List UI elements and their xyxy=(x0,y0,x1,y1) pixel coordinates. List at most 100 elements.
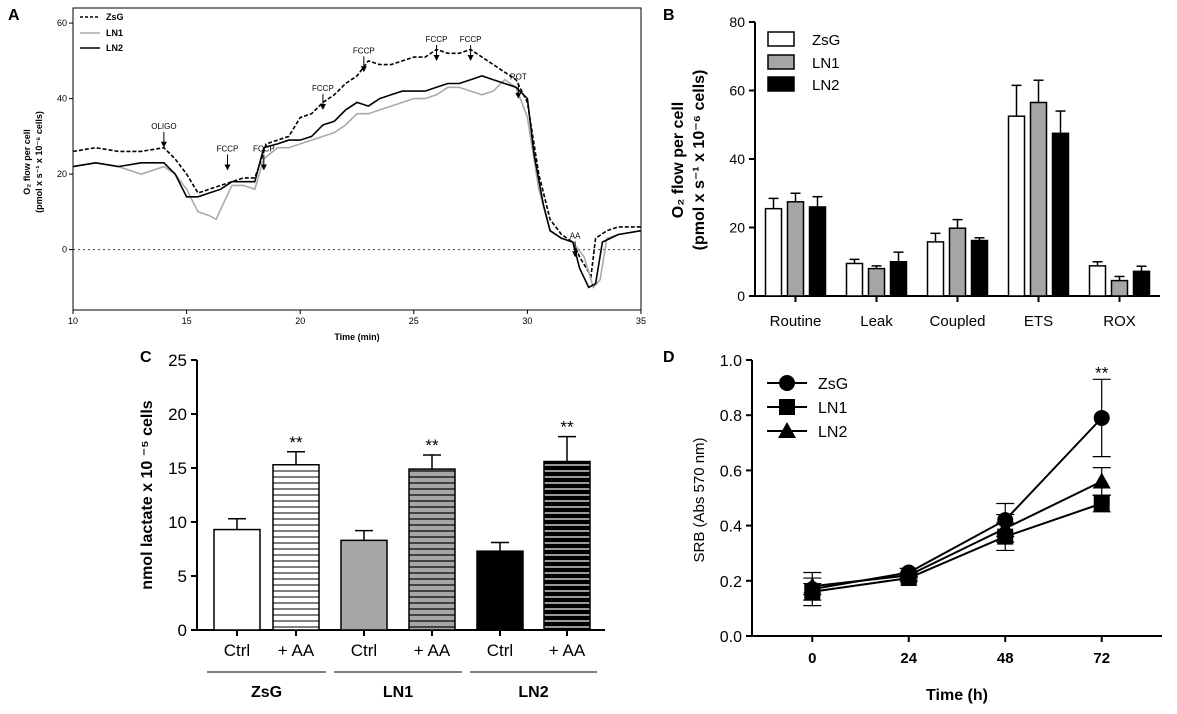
panel-b-bars xyxy=(764,79,1151,297)
panel-a-y-tick-label: 60 xyxy=(57,18,67,28)
panel-b-x-tick-label: ETS xyxy=(1024,313,1053,330)
panel-b-bar-zsg xyxy=(926,241,945,297)
panel-b-bar-zsg xyxy=(1007,115,1026,297)
panel-a-axis-ticks: 10 15 20 25 30 35 0 20 40 60 xyxy=(57,18,646,326)
panel-c-y-tick-label: 25 xyxy=(168,351,187,370)
panel-d-series: ** xyxy=(803,363,1111,607)
panel-a-annotation-label: FCCP xyxy=(426,35,448,44)
panel-b-bar-ln1 xyxy=(867,267,886,297)
panel-a-oxygraph: 10 15 20 25 30 35 0 20 40 60 OLIGO FCCP FCCP FCCP FCC… xyxy=(22,7,646,342)
legend-a-ln2-label: LN2 xyxy=(106,43,123,53)
panel-b-y-tick-label: 0 xyxy=(737,288,745,304)
panel-letter-b: B xyxy=(663,7,675,24)
panel-a-x-tick-label: 10 xyxy=(68,316,78,326)
panel-a-x-tick-label: 25 xyxy=(409,316,419,326)
panel-c-significance-marker: ** xyxy=(425,436,439,455)
panel-b-x-tick-label: Routine xyxy=(770,313,822,330)
panel-b-bar-ln2 xyxy=(1051,132,1070,297)
panel-d-significance-marker: ** xyxy=(1095,363,1109,382)
panel-a-series-zsg xyxy=(72,48,641,279)
panel-a-annotation-label: FCCP xyxy=(460,35,482,44)
panel-b-x-tick-label: Leak xyxy=(860,313,893,330)
legend-d-label: LN1 xyxy=(818,400,847,417)
panel-c-x-tick-label: + AA xyxy=(278,641,315,660)
panel-c-x-tick-label: + AA xyxy=(549,641,586,660)
panel-b-bar-ln1 xyxy=(1029,101,1048,297)
panel-d-x-tick-label: 48 xyxy=(997,650,1014,667)
panel-d-y-tick-label: 0.2 xyxy=(720,574,742,591)
panel-a-x-tick-label: 30 xyxy=(522,316,532,326)
panel-c-bar-ln1 xyxy=(408,468,456,631)
legend-a-ln1-label: LN1 xyxy=(106,28,123,38)
panel-b-x-tick-label: Coupled xyxy=(930,313,986,330)
panel-b-bar-ln2 xyxy=(1132,270,1151,297)
panel-a-series-ln2 xyxy=(72,75,642,289)
panel-b-axis-ticks: 0 20 40 60 80 Routine Leak Coupled ETS ROX xyxy=(729,14,1135,330)
panel-c-y-tick-label: 15 xyxy=(168,459,187,478)
panel-b-bar-ln2 xyxy=(808,206,827,297)
panel-d-point-ln1 xyxy=(1093,495,1110,512)
panel-c-y-tick-label: 20 xyxy=(168,405,187,424)
panel-letter-d: D xyxy=(663,349,675,366)
panel-a-x-tick-label: 15 xyxy=(182,316,192,326)
panel-a-y-tick-label: 0 xyxy=(62,245,67,255)
panel-a-annotation-arrow-head xyxy=(572,251,579,258)
panel-b-y-tick-label: 20 xyxy=(729,220,745,236)
panel-b-y-axis-label-line2: (pmol x s⁻¹ x 10⁻⁶ cells) xyxy=(691,70,708,251)
panel-d-axis-ticks: 0.0 0.2 0.4 0.6 0.8 1.0 0 24 48 72 xyxy=(720,353,1110,667)
panel-d-point-ln2 xyxy=(803,577,822,594)
panel-letter-a: A xyxy=(8,7,20,24)
legend-b-ln2-label: LN2 xyxy=(812,77,840,94)
panel-d-line-ln1 xyxy=(812,502,1103,593)
panel-d-y-tick-label: 0.0 xyxy=(720,629,742,646)
panel-a-annotation-arrow-head xyxy=(467,54,474,61)
panel-b-bar-zsg xyxy=(845,262,864,297)
panel-a-annotation-arrow-head xyxy=(515,92,522,99)
panel-c-y-tick-label: 10 xyxy=(168,513,187,532)
panel-b-y-tick-label: 60 xyxy=(729,83,745,99)
panel-b-y-tick-label: 80 xyxy=(729,14,745,30)
panel-d-line-ln2 xyxy=(812,480,1103,588)
panel-d-point-ln2 xyxy=(996,519,1015,536)
panel-c-x-tick-label: + AA xyxy=(414,641,451,660)
panel-d-srb-growth: 0.0 0.2 0.4 0.6 0.8 1.0 0 24 48 72 ** SRB (Abs 57… xyxy=(691,353,1162,704)
panel-a-legend: ZsG LN1 LN2 xyxy=(80,12,124,53)
panel-d-x-axis-label: Time (h) xyxy=(926,687,988,704)
legend-d-marker-zsg xyxy=(779,375,795,391)
panel-b-bar-ln2 xyxy=(970,239,989,297)
panel-d-point-ln2 xyxy=(1092,472,1111,489)
panel-a-annotation-label: FCCP xyxy=(217,144,239,153)
panel-c-significance-marker: ** xyxy=(289,433,303,452)
panel-a-x-tick-label: 35 xyxy=(636,316,646,326)
panel-d-x-tick-label: 72 xyxy=(1093,650,1110,667)
panel-a-annotation-label: FCCP xyxy=(312,84,334,93)
panel-c-group-label: LN1 xyxy=(383,684,413,701)
panel-a-annotation-arrow-head xyxy=(319,104,326,111)
panel-d-y-tick-label: 1.0 xyxy=(720,353,742,370)
panel-a-annotation-arrow-head xyxy=(160,141,167,148)
panel-d-y-tick-label: 0.4 xyxy=(720,519,742,536)
panel-a-x-axis-label: Time (min) xyxy=(334,332,379,342)
panel-a-frame xyxy=(72,7,642,311)
panel-b-bar-ln1 xyxy=(1110,279,1129,297)
legend-b-zsg-swatch xyxy=(767,31,795,47)
panel-c-group-label: LN2 xyxy=(518,684,548,701)
legend-b-ln2-swatch xyxy=(767,76,795,92)
panel-a-series-ln1 xyxy=(72,78,642,289)
panel-b-bar-ln1 xyxy=(948,227,967,297)
legend-b-ln1-label: LN1 xyxy=(812,55,840,72)
panel-a-annotation-label: FCCP xyxy=(353,46,375,55)
panel-a-annotations: OLIGO FCCP FCCP FCCP FCCP FCCP FCCP ROT AA xyxy=(151,35,581,258)
legend-b-zsg-label: ZsG xyxy=(812,32,840,49)
panel-d-y-tick-label: 0.8 xyxy=(720,408,742,425)
panel-b-y-axis-label-line1: O₂ flow per cell xyxy=(670,102,687,218)
legend-d-label: LN2 xyxy=(818,424,847,441)
panel-c-lactate: 0 5 10 15 20 25 Ctrl + AA Ctrl + AA Ctrl + AA ZsG LN1… xyxy=(139,351,605,701)
panel-a-x-tick-label: 20 xyxy=(295,316,305,326)
panel-b-legend: ZsG LN1 LN2 xyxy=(767,31,840,94)
panel-a-y-axis-label-line1: O₂ flow per cell xyxy=(22,129,32,195)
legend-d-marker-ln2 xyxy=(778,422,796,438)
panel-c-group-label: ZsG xyxy=(251,684,282,701)
legend-d-marker-ln1 xyxy=(779,399,795,415)
panel-c-significance-marker: ** xyxy=(560,418,574,437)
